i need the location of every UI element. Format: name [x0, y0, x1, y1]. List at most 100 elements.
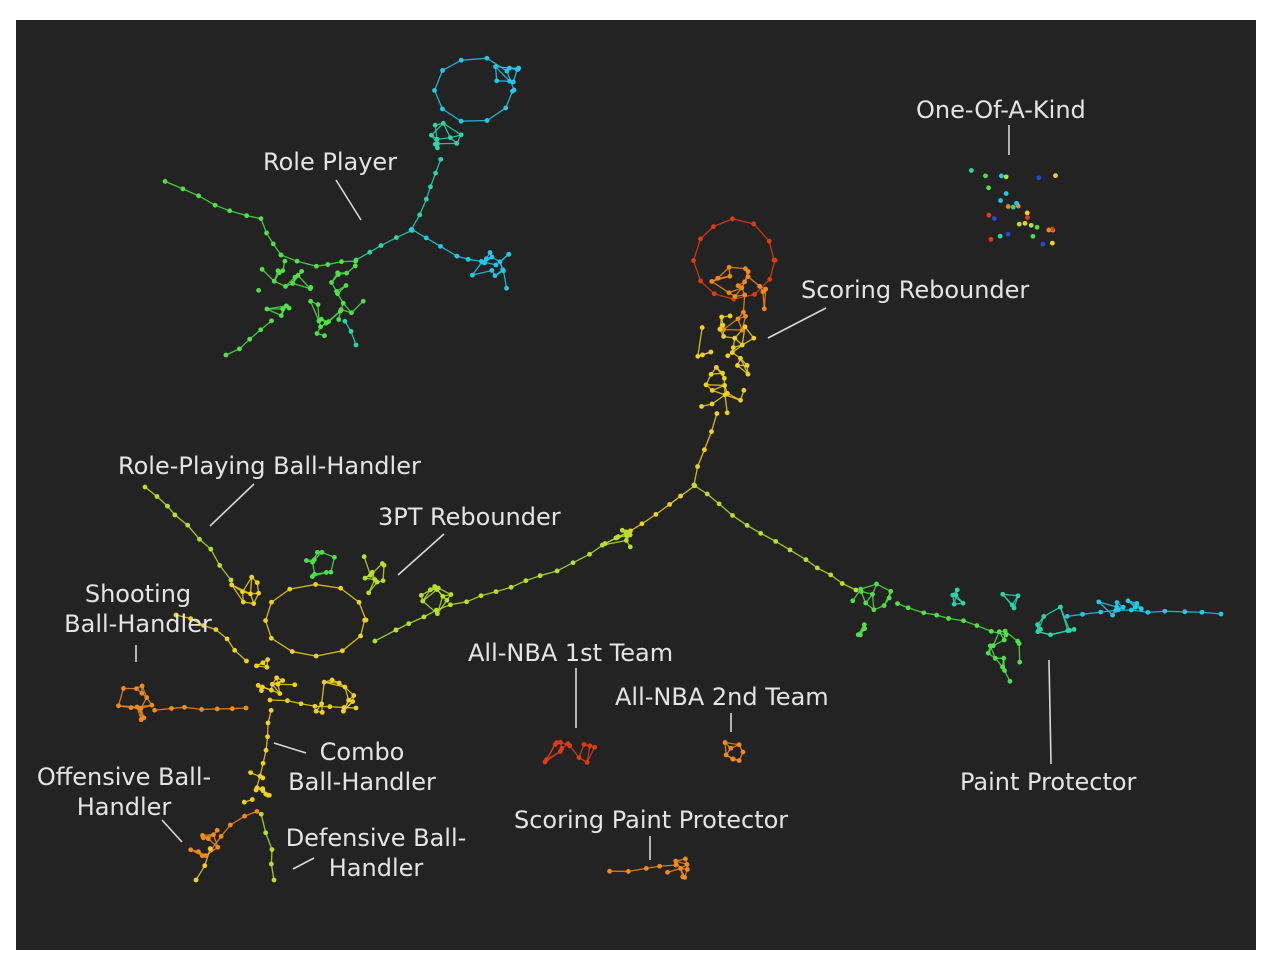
network-node — [299, 268, 305, 274]
network-node — [211, 832, 216, 838]
network-node — [511, 87, 517, 93]
network-node — [680, 874, 686, 880]
network-edge — [280, 254, 298, 262]
network-node — [432, 122, 438, 128]
network-node — [1040, 241, 1046, 247]
network-node — [497, 259, 503, 265]
network-node — [313, 582, 319, 587]
network-node — [691, 258, 696, 263]
network-node — [454, 253, 460, 259]
network-edge — [229, 210, 247, 217]
network-node — [312, 703, 318, 709]
network-node — [309, 574, 315, 579]
network-node — [888, 588, 894, 594]
network-node — [503, 105, 509, 111]
network-node — [730, 216, 735, 222]
network-node — [271, 877, 277, 883]
network-edge — [1082, 611, 1101, 615]
network-node — [714, 411, 720, 416]
network-node — [711, 224, 716, 230]
network-node — [738, 397, 743, 403]
network-node — [985, 650, 991, 656]
network-node — [134, 704, 140, 710]
network-node — [506, 251, 512, 257]
network-node — [1002, 668, 1007, 673]
network-edge — [1098, 601, 1114, 616]
network-edge — [723, 318, 739, 331]
network-edge — [174, 514, 189, 526]
network-node — [743, 266, 748, 272]
network-node — [881, 603, 887, 609]
network-node — [256, 590, 261, 596]
network-edge — [175, 614, 191, 620]
network-node — [870, 591, 875, 597]
network-node — [961, 618, 966, 624]
network-node — [721, 375, 727, 381]
network-node — [208, 546, 214, 552]
network-edge — [789, 549, 807, 561]
network-node — [678, 493, 683, 499]
network-node — [169, 706, 174, 711]
network-node — [332, 554, 337, 560]
network-node — [1080, 611, 1085, 617]
network-edge — [539, 570, 558, 577]
network-node — [346, 697, 352, 703]
network-edge — [260, 814, 267, 833]
network-node — [323, 570, 329, 575]
network-node — [1125, 598, 1131, 604]
network-node — [336, 680, 342, 686]
network-node — [504, 285, 509, 291]
network-node — [657, 863, 663, 869]
network-node — [254, 580, 260, 586]
network-node — [683, 856, 688, 862]
network-node — [565, 741, 571, 747]
network-node — [934, 612, 940, 618]
network-node — [711, 291, 717, 297]
network-node — [229, 582, 235, 588]
network-node — [757, 283, 763, 289]
network-node — [353, 258, 359, 264]
network-node — [742, 292, 748, 298]
network-node — [742, 279, 747, 285]
label-defensive-ball-handler-line1: Defensive Ball- — [286, 824, 467, 852]
network-node — [1030, 233, 1036, 239]
network-node — [1064, 613, 1070, 619]
network-node — [138, 706, 144, 711]
network-node — [207, 846, 213, 852]
network-edge — [198, 195, 216, 206]
network-node — [639, 521, 645, 527]
network-node — [1041, 614, 1047, 619]
network-edge — [461, 57, 488, 61]
network-node — [348, 328, 354, 334]
network-node — [721, 334, 727, 339]
network-edge — [1098, 601, 1117, 608]
network-node — [342, 318, 348, 324]
network-node — [319, 549, 325, 555]
network-node — [857, 632, 863, 638]
network-node — [623, 538, 629, 543]
label-one-of-a-kind: One-Of-A-Kind — [916, 96, 1086, 124]
network-node — [423, 196, 429, 202]
network-node — [695, 464, 700, 469]
network-node — [447, 602, 453, 608]
network-node — [523, 578, 529, 584]
network-node — [268, 687, 274, 693]
label-offensive-ball-handler-line2: Handler — [77, 793, 172, 821]
network-node — [721, 327, 726, 332]
network-node — [760, 289, 766, 295]
network-node — [435, 145, 440, 151]
network-node — [698, 236, 703, 242]
leader-combo-ball-handler — [273, 742, 307, 754]
network-node — [1058, 604, 1063, 610]
network-node — [863, 600, 869, 606]
network-node — [1002, 628, 1008, 634]
network-edge — [210, 548, 221, 566]
network-node — [1096, 599, 1102, 605]
network-node — [1003, 191, 1009, 196]
network-node — [905, 605, 911, 611]
network-edge — [269, 699, 288, 702]
network-edge — [246, 215, 262, 220]
network-node — [374, 579, 380, 585]
network-node — [267, 697, 273, 703]
network-node — [684, 862, 690, 867]
